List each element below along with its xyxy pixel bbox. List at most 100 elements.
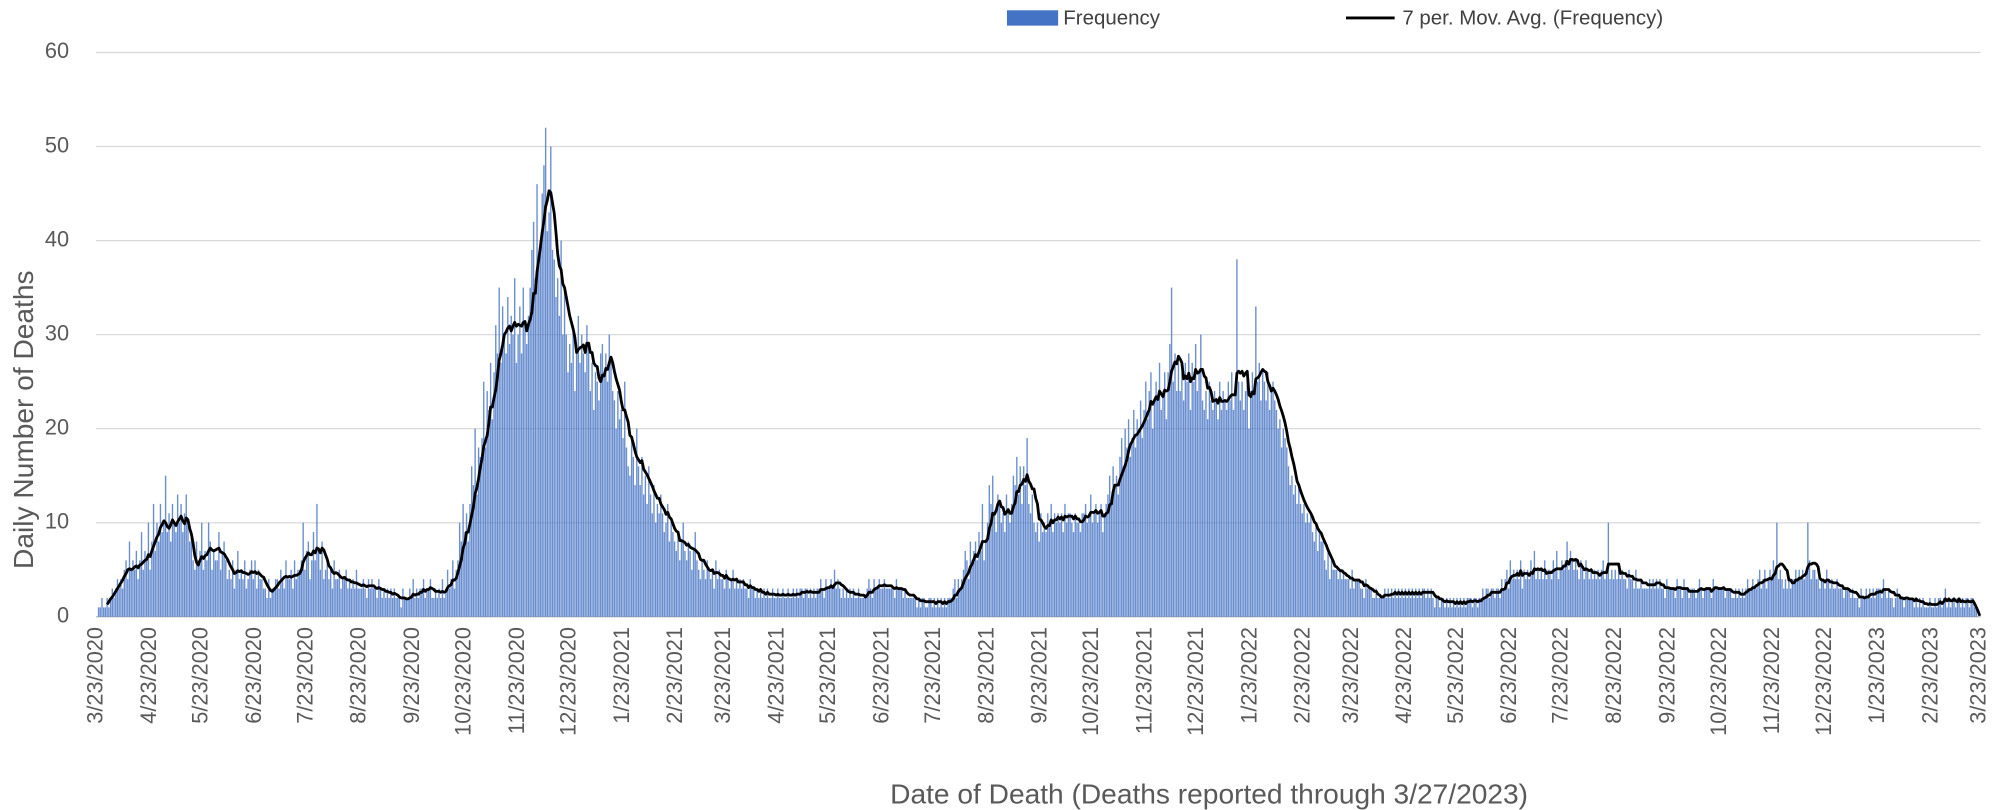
- bar: [591, 362, 593, 617]
- bar: [242, 579, 244, 617]
- moving-average-line: [105, 189, 1982, 617]
- bar: [1585, 560, 1587, 617]
- bar: [1289, 485, 1291, 617]
- bar: [759, 588, 762, 617]
- bar: [1688, 597, 1690, 617]
- bar: [1686, 588, 1689, 617]
- bar: [1968, 607, 1971, 617]
- bar: [1482, 588, 1484, 617]
- bar: [1681, 597, 1683, 617]
- bar: [1549, 569, 1551, 617]
- bar: [1249, 391, 1252, 617]
- bar: [749, 579, 751, 617]
- bar: [1136, 419, 1138, 617]
- bar: [1624, 579, 1627, 617]
- bar: [422, 579, 425, 617]
- bar: [464, 532, 466, 617]
- bar: [732, 569, 734, 617]
- bar: [218, 532, 220, 617]
- bar: [498, 287, 500, 617]
- bar: [446, 569, 449, 617]
- bar: [1652, 579, 1654, 617]
- bar: [1114, 485, 1116, 617]
- bar: [1913, 607, 1916, 617]
- bar: [1256, 381, 1259, 617]
- bar: [1899, 597, 1902, 617]
- bar: [507, 297, 509, 617]
- bar: [359, 588, 361, 617]
- bar: [923, 597, 925, 617]
- bar: [605, 353, 607, 617]
- bar: [1765, 588, 1768, 617]
- bar: [1769, 569, 1771, 617]
- x-tick-label: 12/23/2020: [555, 627, 580, 736]
- bar: [526, 344, 528, 617]
- bar: [1193, 381, 1195, 617]
- bar: [409, 588, 411, 617]
- bar: [1145, 381, 1147, 617]
- bar: [1093, 513, 1095, 617]
- bar: [802, 597, 805, 617]
- bar: [1903, 607, 1905, 617]
- bar: [532, 221, 535, 617]
- bar: [995, 532, 997, 617]
- bar: [842, 588, 844, 617]
- bar: [269, 597, 272, 617]
- bar: [639, 485, 641, 617]
- bar: [1564, 560, 1567, 617]
- bar: [1072, 532, 1075, 617]
- bar: [859, 597, 862, 617]
- bar: [201, 522, 203, 617]
- bar: [1483, 597, 1486, 617]
- bar: [796, 588, 798, 617]
- bar: [814, 597, 817, 617]
- bar: [1047, 513, 1049, 617]
- bar: [679, 560, 681, 617]
- x-tick-label: 2/23/2022: [1290, 627, 1315, 724]
- bar: [715, 560, 717, 617]
- bar: [345, 569, 347, 617]
- bar: [603, 372, 605, 617]
- bar: [1789, 588, 1792, 617]
- bar: [706, 560, 708, 617]
- bar: [1597, 569, 1599, 617]
- x-tick-label: 7/23/2021: [920, 627, 945, 724]
- bar: [1464, 607, 1467, 617]
- bar: [168, 513, 170, 617]
- bar: [1767, 579, 1769, 617]
- bar: [1638, 588, 1640, 617]
- bar: [629, 475, 631, 617]
- bar: [343, 579, 346, 617]
- x-tick-label: 7/23/2020: [292, 627, 317, 724]
- y-tick-label: 10: [45, 508, 69, 533]
- bar: [249, 569, 251, 617]
- bar: [823, 597, 825, 617]
- bar: [835, 588, 837, 617]
- bar: [1416, 597, 1419, 617]
- bar: [1583, 579, 1585, 617]
- bar: [1936, 607, 1938, 617]
- bar: [1715, 588, 1718, 617]
- bar: [1107, 494, 1109, 617]
- bar: [938, 607, 941, 617]
- bar: [183, 513, 186, 617]
- bar: [1227, 381, 1230, 617]
- bar: [1772, 560, 1775, 617]
- bar: [1480, 597, 1482, 617]
- bar: [1595, 579, 1598, 617]
- bar: [1844, 588, 1847, 617]
- bar: [1832, 588, 1835, 617]
- bar: [723, 588, 726, 617]
- bar: [1404, 588, 1407, 617]
- bar: [1574, 560, 1577, 617]
- bar: [1200, 334, 1202, 617]
- bar: [1865, 588, 1867, 617]
- bar: [966, 560, 968, 617]
- bar: [606, 381, 609, 617]
- x-tick-label: 1/23/2021: [609, 627, 634, 724]
- bar: [1396, 597, 1398, 617]
- bar: [622, 438, 624, 617]
- bar: [1133, 409, 1135, 617]
- bar: [230, 579, 232, 617]
- bar: [620, 409, 622, 617]
